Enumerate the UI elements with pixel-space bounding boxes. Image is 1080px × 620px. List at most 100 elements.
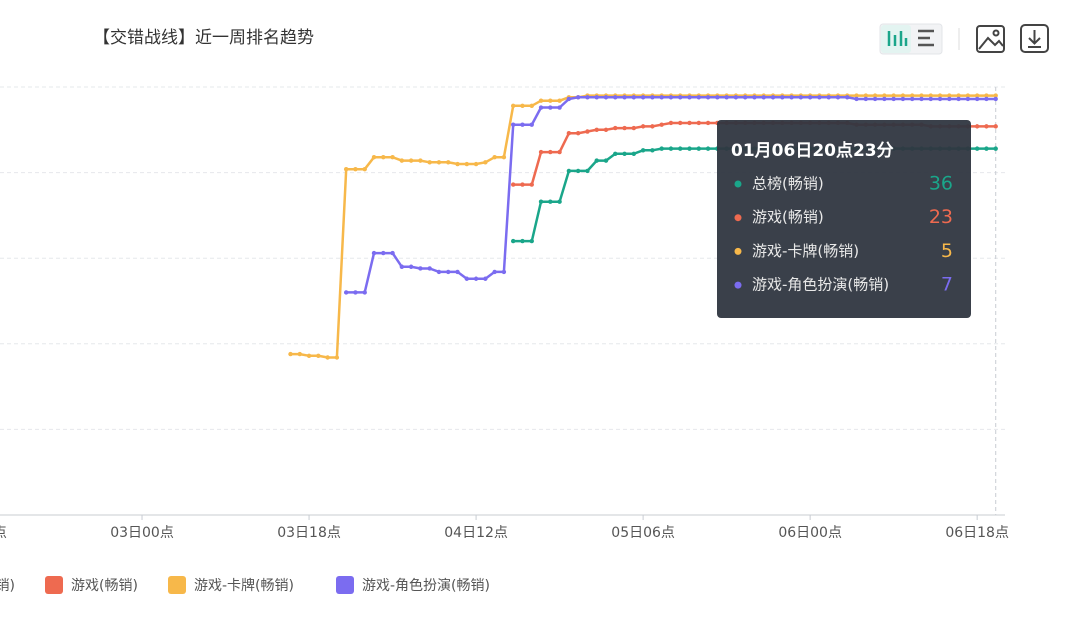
data-point [362,290,367,295]
data-point [631,95,637,100]
data-point [548,199,553,204]
data-point [362,166,367,172]
data-point [789,95,794,100]
data-point [687,95,692,100]
data-point [566,96,572,102]
legend-label: 游戏-卡牌(畅销) [194,577,294,594]
data-point [427,160,432,165]
data-point [900,93,906,98]
data-point [863,93,869,98]
legend-item[interactable]: 游戏-卡牌(畅销) [168,576,294,594]
data-point [557,105,562,110]
data-point [575,168,581,174]
data-point [882,93,887,98]
data-point [705,120,711,126]
data-point [956,96,961,102]
data-point [696,95,701,100]
data-point [993,96,998,102]
data-point [520,103,525,109]
data-point [650,148,655,153]
data-point [622,95,627,100]
data-point [668,95,674,100]
data-point [835,95,841,100]
legend-label: 游戏(畅销) [71,578,138,594]
data-point [399,158,405,163]
tooltip-series-name: 游戏-角色扮演(畅销) [752,276,889,294]
data-point [529,182,534,187]
x-tick-label: 05日06点 [611,525,675,541]
data-point [752,95,757,100]
legend-swatch [45,576,63,594]
data-point [640,148,646,153]
data-point [418,158,423,163]
data-point [390,154,395,160]
data-point [937,93,943,98]
data-point [316,353,321,358]
data-point [910,96,915,102]
tooltip-box [717,120,971,318]
legend-item[interactable]: 游戏-角色扮演(畅销) [336,576,490,594]
data-point [343,290,349,295]
data-point [585,129,590,134]
data-point [947,93,952,98]
data-point [798,95,804,100]
data-point [872,96,878,102]
data-point [381,250,386,256]
data-point [334,355,340,360]
data-point [678,95,683,100]
data-point [696,146,701,151]
data-point [993,93,998,98]
data-point [538,149,544,155]
data-point [381,154,386,160]
data-point [659,146,664,151]
chart-type-toggle[interactable] [879,23,943,55]
data-point [613,125,618,131]
chart-title: 【交错战线】近一周排名趋势 [93,28,314,48]
data-point [520,122,525,127]
data-point [631,125,637,131]
data-point [984,96,989,102]
save-image-button[interactable] [976,25,1005,53]
data-point [659,122,664,127]
data-point [288,351,293,357]
tooltip-series-name: 游戏-卡牌(畅销) [752,242,859,260]
data-point [974,93,980,98]
legend-swatch [336,576,354,594]
data-point [297,351,302,357]
data-point [687,146,692,151]
data-point [557,149,562,155]
x-tick-label: 03日00点 [110,525,174,541]
data-point [510,182,516,187]
tooltip-title: 01月06日20点23分 [731,140,894,161]
data-point [566,168,572,174]
data-point [306,353,312,358]
data-point [538,105,544,110]
data-point [408,264,414,269]
data-point [928,93,933,98]
legend-item[interactable]: 总榜(畅销) [0,576,15,594]
data-point [371,250,377,256]
data-point [965,96,971,102]
tooltip-value: 23 [929,206,953,228]
data-point [371,154,377,160]
data-point [891,96,896,102]
data-point [817,95,822,100]
data-point [483,160,488,165]
data-point [947,96,952,102]
data-point [510,238,516,244]
tooltip-dot [734,247,742,255]
data-point [631,151,637,156]
data-point [974,96,980,102]
data-point [854,96,859,102]
data-point [668,146,674,151]
download-button[interactable] [1020,24,1049,53]
data-point [724,95,729,100]
data-point [520,238,525,244]
data-point [826,95,831,100]
data-point [910,93,915,98]
legend-item[interactable]: 游戏(畅销) [45,576,138,594]
tooltip-dot [734,180,742,188]
data-point [473,161,479,167]
data-point [993,124,998,129]
